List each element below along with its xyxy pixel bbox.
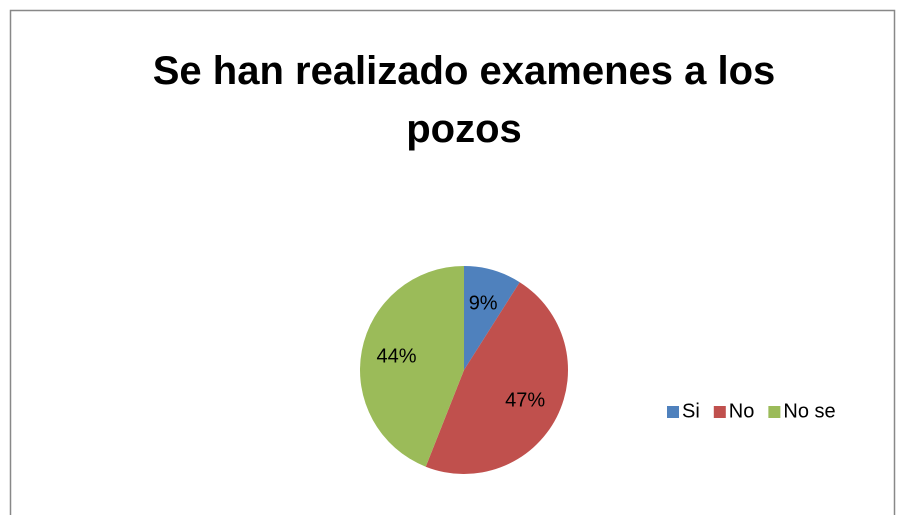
legend-label: Si — [682, 400, 700, 422]
pie-slice — [425, 282, 568, 474]
data-label: 44% — [377, 345, 417, 367]
legend-label: No — [729, 400, 755, 422]
data-label: 47% — [505, 389, 545, 411]
legend-swatch — [713, 406, 726, 418]
legend-swatch — [768, 406, 781, 418]
legend-swatch — [667, 406, 679, 418]
chart-title: Se han realizado examenes a los pozos — [152, 49, 776, 151]
pie-slice — [464, 266, 520, 370]
pie-slice — [360, 266, 464, 467]
data-label: 9% — [469, 292, 498, 314]
legend-label: No se — [783, 400, 835, 422]
